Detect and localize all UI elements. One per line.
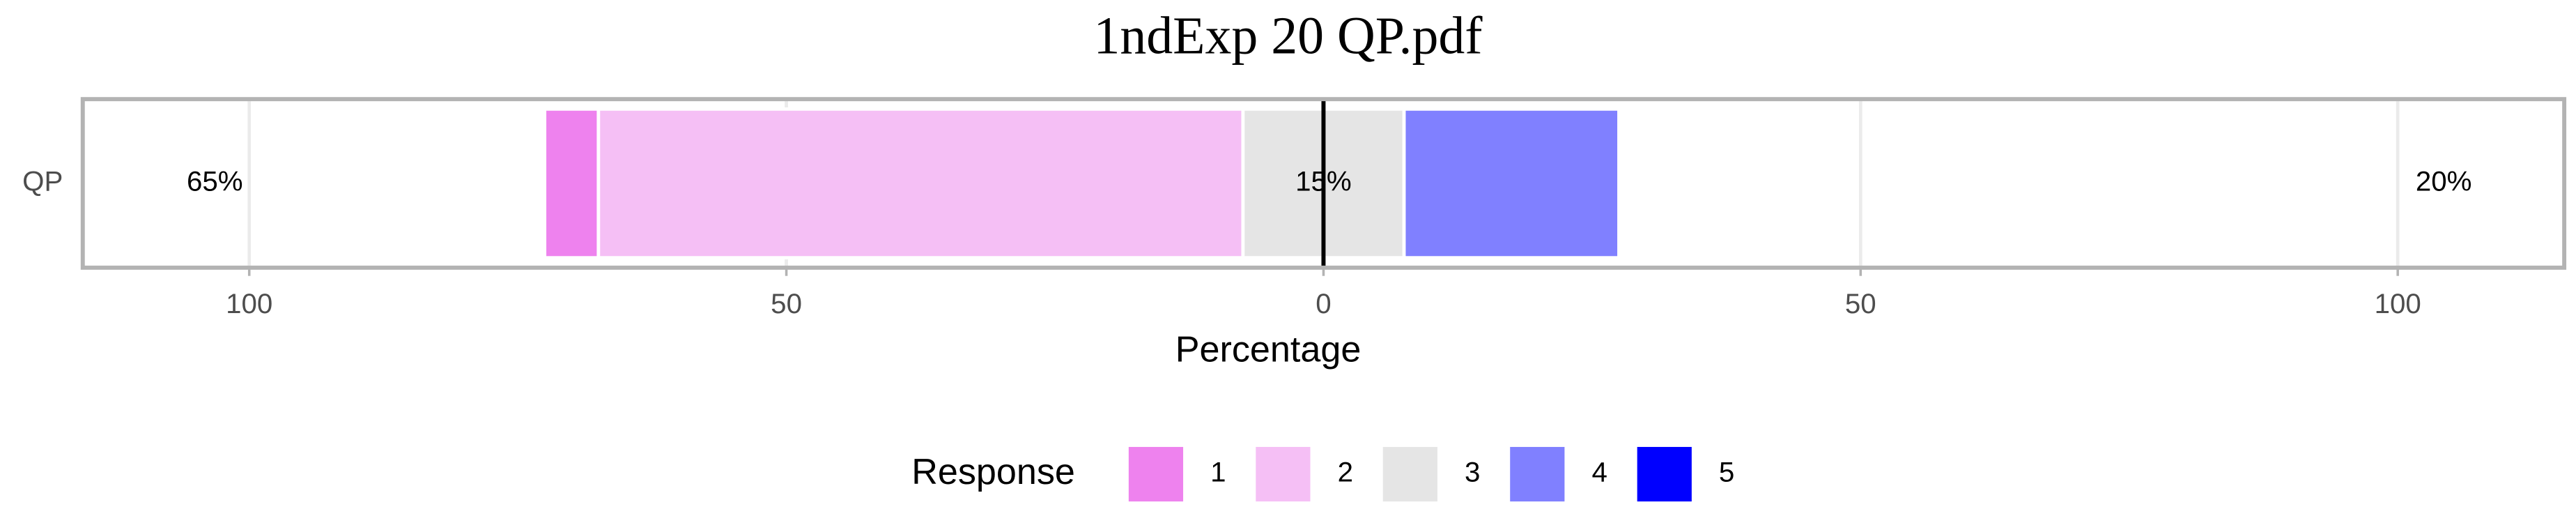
legend-key [1127,445,1185,503]
x-tick-label: 0 [1316,288,1331,319]
bar-segment [1402,107,1621,260]
legend-key [1508,445,1566,503]
panel-border [80,97,2567,270]
x-tick-label: 50 [771,288,802,319]
bar-segment [543,107,601,260]
legend-label: 1 [1210,457,1226,488]
bar-segment [596,107,1245,260]
legend-label: 4 [1591,457,1607,488]
low-label: 65% [187,166,243,197]
x-axis-title: Percentage [1175,329,1362,370]
legend-label: 5 [1719,457,1734,488]
x-tick-label: 100 [2375,288,2421,319]
legend-label: 3 [1465,457,1480,488]
x-tick-label: 100 [226,288,272,319]
legend-title: Response [911,452,1075,492]
high-label: 20% [2416,166,2472,197]
chart-title: 1ndExp 20 QP.pdf [1093,7,1483,66]
legend-key [1381,445,1440,503]
x-tick-label: 50 [1845,288,1876,319]
legend-key [1635,445,1694,503]
legend-key [1254,445,1312,503]
legend-label: 2 [1338,457,1353,488]
y-tick-label: QP [22,166,63,197]
